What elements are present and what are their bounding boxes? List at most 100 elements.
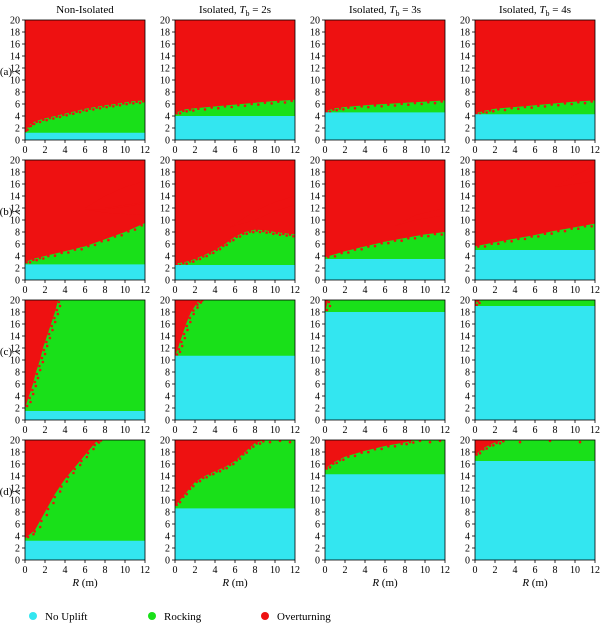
overturning-dot [60,251,63,255]
overturning-dot [258,442,262,445]
overturning-dot [25,404,29,408]
y-tick-label: 18 [10,28,20,39]
x-tick-label: 10 [120,565,130,576]
y-tick-label: 8 [465,368,470,379]
y-tick-label: 18 [460,168,470,179]
overturning-dot [332,108,335,111]
y-tick-label: 18 [10,308,20,319]
y-tick-label: 0 [165,556,170,567]
y-tick-label: 8 [15,228,20,239]
overturning-dot [48,336,52,340]
overturning-dot [225,243,228,247]
x-tick-label: 8 [103,145,108,156]
overturning-dot [238,235,242,238]
y-tick-label: 12 [310,64,320,75]
y-tick-label: 2 [15,264,20,275]
y-tick-label: 16 [310,40,320,51]
y-tick-label: 10 [160,76,170,87]
y-tick-label: 0 [315,556,320,567]
y-tick-label: 6 [165,380,170,391]
overturning-dot [192,484,195,488]
x-tick-label: 4 [213,425,218,436]
overturning-dot [182,109,185,113]
y-tick-label: 0 [315,416,320,427]
overturning-dot [270,102,273,105]
x-tick-label: 0 [323,285,328,296]
y-axis-label: λ [11,349,23,355]
y-tick-label: 16 [160,40,170,51]
y-tick-label: 2 [165,264,170,275]
overturning-dot [50,324,54,328]
y-tick-label: 18 [460,28,470,39]
x-tick-label: 10 [270,285,280,296]
overturning-dot [38,120,42,124]
overturning-dot [132,102,135,105]
no-uplift-region [175,508,295,560]
overturning-dot [196,306,199,309]
y-tick-label: 10 [10,356,20,367]
no-uplift-region [175,355,295,420]
y-tick-label: 8 [15,368,20,379]
x-tick-label: 2 [193,565,198,576]
overturning-dot [35,258,38,262]
legend-label: No Uplift [45,611,87,623]
overturning-dot [492,444,495,447]
x-tick-label: 0 [23,425,28,436]
overturning-dot [578,440,582,444]
overturning-dot [60,485,63,488]
x-tick-label: 12 [290,285,300,296]
overturning-dot [65,114,68,117]
overturning-dot [217,106,220,110]
x-tick-label: 6 [383,425,388,436]
y-tick-label: 20 [310,16,320,27]
overturning-dot [175,503,178,507]
x-tick-label: 6 [83,425,88,436]
overturning-dot [108,104,112,107]
overturning-dot [242,453,245,456]
y-tick-label: 12 [160,64,170,75]
overturning-dot [412,441,415,444]
overturning-dot [222,244,225,248]
y-tick-label: 16 [460,460,470,471]
x-tick-label: 4 [63,285,68,296]
overturning-dot [413,237,417,240]
y-tick-label: 0 [465,136,470,147]
y-tick-label: 14 [10,472,20,483]
overturning-dot [185,110,188,113]
overturning-dot [68,111,72,115]
overturning-dot [530,235,533,238]
overturning-dot [42,257,45,260]
overturning-dot [105,105,108,109]
row-label: (c) [0,346,12,358]
x-tick-label: 10 [120,425,130,436]
y-tick-label: 2 [15,404,20,415]
x-tick-label: 12 [440,565,450,576]
overturning-dot [88,107,92,111]
y-tick-label: 6 [465,520,470,531]
x-tick-label: 10 [120,145,130,156]
overturning-dot [65,480,69,483]
x-tick-label: 12 [140,425,150,436]
y-tick-label: 12 [160,344,170,355]
y-tick-label: 2 [465,544,470,555]
x-tick-label: 8 [253,145,258,156]
overturning-dot [590,225,593,228]
overturning-dot [438,440,442,443]
y-tick-label: 0 [315,136,320,147]
overturning-dot [243,104,247,108]
y-tick-label: 6 [315,520,320,531]
overturning-dot [510,106,513,110]
y-tick-label: 20 [460,436,470,447]
y-tick-label: 20 [310,296,320,307]
overturning-dot [102,105,105,108]
overturning-dot [29,400,32,404]
overturning-dot [548,440,552,443]
overturning-dot [476,300,480,303]
legend-marker [29,612,37,620]
overturning-dot [577,227,580,230]
y-tick-label: 8 [465,228,470,239]
overturning-dot [28,261,32,264]
y-tick-label: 10 [10,496,20,507]
